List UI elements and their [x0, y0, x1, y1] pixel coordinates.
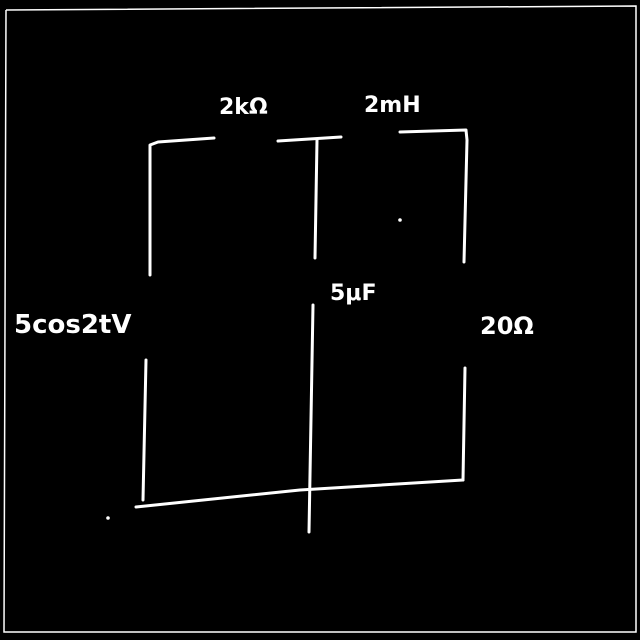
- inductor-label: 2mH: [364, 93, 421, 118]
- stray-dot: [106, 516, 110, 520]
- right-wire-lower: [461, 366, 467, 482]
- capacitor-label: 5μF: [330, 281, 377, 306]
- resistor-top-label: 2kΩ: [219, 95, 268, 120]
- source-label: 5cos2tV: [14, 310, 131, 340]
- left-wire-lower: [141, 358, 148, 502]
- middle-wire-upper: [313, 138, 319, 260]
- bottom-wire: [134, 478, 465, 509]
- resistor-right-label: 20Ω: [480, 312, 534, 340]
- middle-wire-lower: [307, 303, 315, 534]
- page-border: [3, 5, 637, 633]
- top-wire-right: [398, 128, 469, 264]
- stray-dot: [398, 218, 402, 222]
- left-wire-upper: [148, 136, 216, 277]
- top-wire-middle: [276, 135, 343, 143]
